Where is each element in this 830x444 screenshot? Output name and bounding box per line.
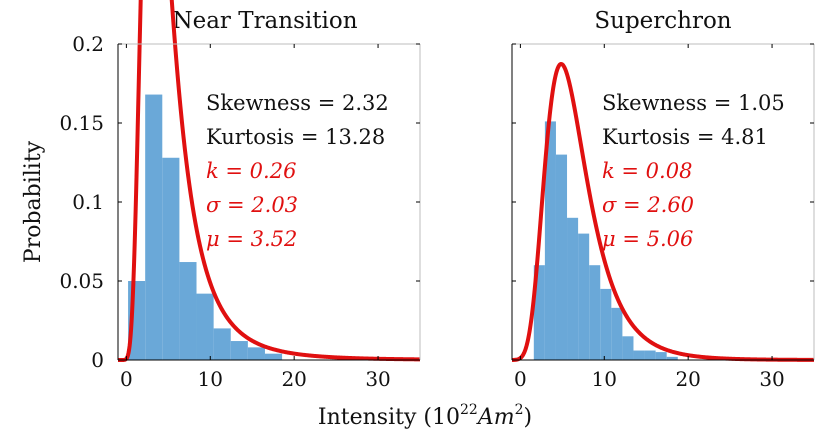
k-param-label: k = 0.08: [602, 159, 692, 183]
kurtosis-label: Kurtosis = 13.28: [206, 125, 385, 149]
y-tick-label: 0.2: [72, 32, 104, 56]
x-tick-label: 30: [759, 367, 784, 391]
sigma-param-label: σ = 2.03: [206, 193, 298, 217]
histogram-bar: [213, 328, 231, 360]
histogram-bar: [179, 262, 197, 360]
x-axis-title-prefix: Intensity (10: [318, 405, 460, 430]
gev-fit-curve: [116, 0, 422, 362]
x-axis-title-suffix: ): [523, 405, 532, 430]
mu-param-label: μ = 3.52: [206, 227, 297, 251]
axis-ticks: 0 10 20 30: [512, 43, 814, 391]
histogram-bar: [644, 350, 656, 360]
x-tick-label: 0: [514, 367, 527, 391]
histogram-bar: [162, 157, 180, 360]
axis-ticks: 0 10 20 30 0 0.05 0.1 0.15 0.2: [59, 32, 420, 391]
histogram-bar: [230, 341, 248, 360]
kurtosis-label: Kurtosis = 4.81: [602, 125, 768, 149]
panel-superchron: Superchron 0 10 20 30 Skewness = 1.05 Kurto…: [510, 8, 816, 391]
sigma-param-label: σ = 2.60: [602, 193, 694, 217]
stats-annotation: Skewness = 2.32 Kurtosis = 13.28 k = 0.2…: [206, 91, 389, 251]
y-tick-label: 0.15: [59, 111, 104, 135]
skewness-label: Skewness = 2.32: [206, 91, 389, 115]
y-axis-title: Probability: [21, 140, 46, 263]
histogram-bar: [196, 293, 214, 360]
histogram-bar: [533, 265, 545, 360]
x-axis-title: Intensity (1022Am2): [318, 402, 532, 430]
x-axis-title-unit-exp: 2: [515, 402, 524, 418]
x-axis-title-exp: 22: [460, 402, 478, 418]
histogram-bar: [264, 353, 283, 360]
x-tick-label: 10: [592, 367, 617, 391]
skewness-label: Skewness = 1.05: [602, 91, 785, 115]
histogram-bar: [567, 217, 579, 360]
x-tick-label: 0: [120, 367, 133, 391]
mu-param-label: μ = 5.06: [602, 227, 693, 251]
k-param-label: k = 0.26: [206, 159, 296, 183]
histogram-bar: [589, 265, 601, 360]
histogram-bar: [666, 356, 678, 360]
histogram-bar: [600, 288, 612, 360]
histogram-bar: [633, 350, 645, 360]
stats-annotation: Skewness = 1.05 Kurtosis = 4.81 k = 0.08…: [602, 91, 785, 251]
histogram-bars: [128, 94, 283, 360]
histogram-bar: [555, 154, 568, 360]
y-tick-label: 0.05: [59, 269, 104, 293]
x-axis-title-unit: Am: [476, 405, 515, 430]
histogram-bar: [544, 121, 556, 360]
histogram-bar: [247, 347, 265, 360]
panel-title: Near Transition: [172, 8, 357, 34]
x-tick-label: 20: [675, 367, 700, 391]
histogram-bar: [622, 336, 634, 360]
histogram-bar: [578, 233, 590, 360]
y-tick-label: 0.1: [72, 190, 104, 214]
x-tick-label: 20: [281, 367, 306, 391]
histogram-bar: [145, 94, 163, 360]
histogram-bars: [533, 121, 678, 360]
y-tick-label: 0: [91, 348, 104, 372]
panel-title: Superchron: [594, 8, 731, 34]
histogram-bar: [611, 307, 623, 360]
x-tick-label: 30: [365, 367, 390, 391]
panel-near-transition: Near Transition 0 10 20 30 0 0.05 0.1 0.15 0.2 S…: [59, 0, 422, 391]
x-tick-label: 10: [198, 367, 223, 391]
histogram-bar: [655, 352, 667, 360]
